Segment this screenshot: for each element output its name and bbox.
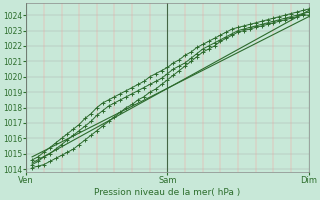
X-axis label: Pression niveau de la mer( hPa ): Pression niveau de la mer( hPa )	[94, 188, 241, 197]
